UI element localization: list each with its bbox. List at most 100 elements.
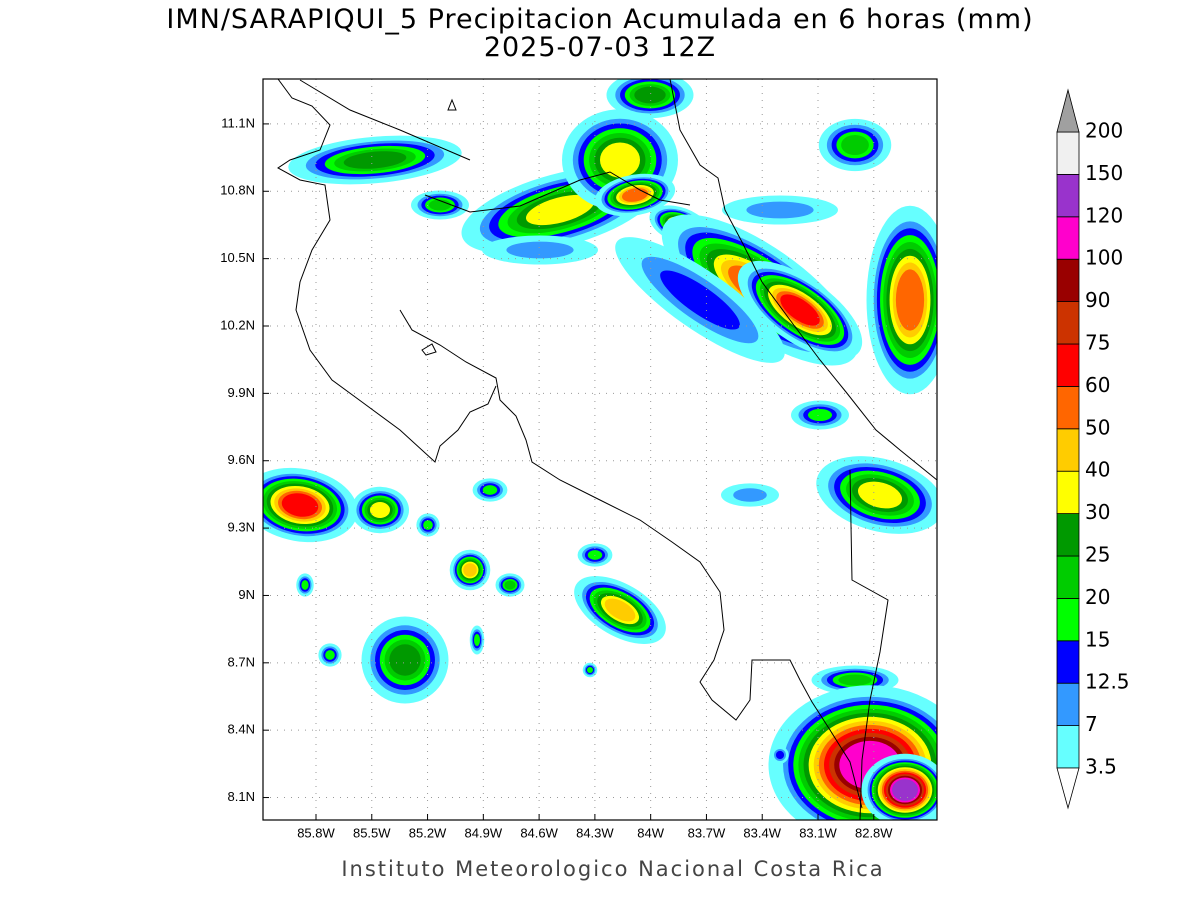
rain-area — [599, 142, 641, 178]
lat-tick-label: 11.1N — [221, 115, 255, 130]
rain-area — [586, 666, 594, 674]
lon-tick-label: 85.2W — [409, 825, 447, 840]
rain-area — [775, 750, 785, 760]
colorbar-bin — [1056, 598, 1080, 642]
colorbar-bin — [1056, 173, 1080, 218]
island — [421, 343, 437, 356]
colorbar-label: 12.5 — [1085, 670, 1130, 694]
lat-tick-label: 9.6N — [228, 452, 255, 467]
colorbar-bin — [1056, 385, 1080, 430]
rain-area — [506, 241, 574, 259]
island — [447, 98, 457, 111]
colorbar-bin — [1056, 131, 1080, 175]
rain-area — [482, 485, 498, 495]
colorbar-bin — [1056, 216, 1080, 260]
colorbar-bin — [1056, 640, 1080, 684]
subtitle: 2025-07-03 12Z — [484, 32, 716, 63]
lat-tick-label: 10.8N — [220, 183, 255, 198]
colorbar-bin — [1056, 470, 1080, 515]
colorbar-label: 60 — [1085, 373, 1110, 397]
colorbar-bin — [1056, 555, 1080, 599]
rain-area — [780, 294, 820, 326]
colorbar-bin — [1056, 513, 1080, 557]
lat-tick-label: 9.9N — [228, 385, 255, 400]
rain-area — [895, 269, 925, 331]
rain-area — [423, 520, 433, 530]
lon-tick-label: 82.8W — [855, 825, 893, 840]
colorbar-bin — [1056, 682, 1080, 727]
coastline — [299, 79, 471, 161]
colorbar-label: 50 — [1085, 415, 1110, 439]
lon-tick-label: 83.1W — [799, 825, 837, 840]
rain-area — [504, 580, 516, 590]
coastline — [669, 79, 937, 481]
lat-tick-label: 9N — [238, 587, 255, 602]
lat-tick-label: 9.3N — [228, 520, 255, 535]
footer: Instituto Meteorologico Nacional Costa R… — [341, 857, 884, 881]
colorbar-bin — [1056, 343, 1080, 387]
lon-tick-label: 84W — [637, 825, 664, 840]
colorbar-label: 200 — [1085, 119, 1123, 143]
lon-tick-label: 85.8W — [297, 825, 335, 840]
map-frame — [262, 78, 938, 821]
rain-area — [369, 501, 391, 519]
lon-tick-label: 84.9W — [465, 825, 503, 840]
border — [849, 469, 889, 820]
colorbar-over — [1056, 88, 1080, 133]
lat-tick-label: 8.7N — [228, 654, 255, 669]
border — [424, 171, 691, 213]
rain-area — [660, 270, 740, 330]
rain-area — [857, 481, 903, 509]
colorbar-bin — [1056, 258, 1080, 303]
lon-tick-label: 84.3W — [576, 825, 614, 840]
lon-tick-label: 83.4W — [743, 825, 781, 840]
rain-area — [343, 151, 407, 169]
rain-area — [281, 493, 319, 517]
colorbar-label: 3.5 — [1085, 755, 1117, 779]
colorbar-label: 30 — [1085, 500, 1110, 524]
colorbar-bin — [1056, 428, 1080, 472]
lat-tick-label: 8.4N — [228, 722, 255, 737]
rain-area — [733, 488, 767, 502]
lon-tick-label: 84.6W — [520, 825, 558, 840]
colorbar-label: 90 — [1085, 288, 1110, 312]
colorbar-label: 7 — [1085, 712, 1098, 736]
rain-area — [604, 598, 636, 622]
colorbar-label: 120 — [1085, 203, 1123, 227]
rain-area — [807, 408, 833, 422]
rain-area — [838, 674, 872, 686]
coastline — [399, 309, 863, 809]
rain-area — [841, 135, 869, 155]
rain-area — [525, 194, 595, 226]
grid: 85.8W 85.5W 85.2W 84.9W 84.6W 84.3W 84W 83.7W 83… — [220, 79, 937, 840]
colorbar-label: 25 — [1085, 543, 1110, 567]
rain-area — [428, 199, 452, 211]
rain-area — [325, 650, 335, 660]
colorbar-bin — [1056, 301, 1080, 345]
colorbar-label: 40 — [1085, 458, 1110, 482]
coastline — [277, 79, 497, 463]
colorbar: 3.5 7 12.5 15 20 25 30 40 50 60 75 90 100 120 150 200 — [1056, 88, 1130, 810]
colorbar-label: 15 — [1085, 627, 1110, 651]
lon-tick-label: 83.7W — [688, 825, 726, 840]
lon-tick-label: 85.5W — [353, 825, 391, 840]
rain-area — [463, 563, 477, 577]
rain-area — [892, 779, 918, 801]
rain-area — [301, 580, 309, 590]
rain-area — [634, 86, 666, 104]
colorbar-label: 100 — [1085, 246, 1123, 270]
colorbar-label: 150 — [1085, 161, 1123, 185]
rain-area — [746, 201, 814, 219]
precipitation-field — [263, 79, 937, 820]
coastlines — [277, 79, 937, 820]
lat-tick-label: 10.2N — [220, 317, 255, 332]
rain-area — [473, 633, 481, 647]
colorbar-label: 75 — [1085, 331, 1110, 355]
lat-tick-label: 10.5N — [220, 250, 255, 265]
colorbar-label: 20 — [1085, 585, 1110, 609]
colorbar-under — [1056, 767, 1080, 810]
title: IMN/SARAPIQUI_5 Precipitacion Acumulada … — [166, 4, 1033, 35]
rain-area — [389, 644, 421, 676]
lat-tick-label: 8.1N — [228, 789, 255, 804]
